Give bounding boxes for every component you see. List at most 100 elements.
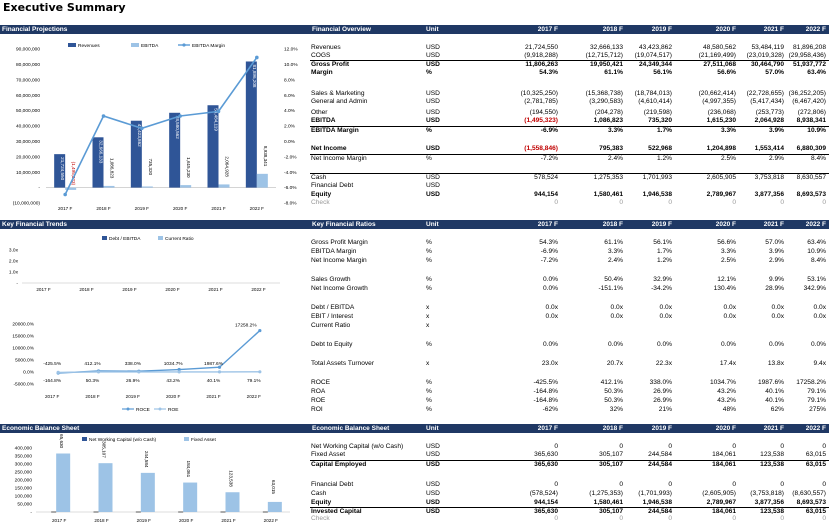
y-tick-label: 70,000,000 (16, 77, 40, 83)
legend-swatch (126, 407, 130, 411)
cell-value: 342.9% (803, 285, 826, 292)
legend-swatch (131, 43, 139, 47)
cell-value: 2.9% (768, 257, 784, 264)
row-label: Total Assets Turnover (311, 360, 375, 367)
cell-value: 0.0x (723, 304, 736, 311)
bar-revenues (54, 154, 66, 188)
table-row: Equity USD 944,154 1,580,461 1,946,538 2,789,… (310, 191, 829, 199)
row-unit: USD (426, 490, 440, 497)
year-header: 2018 F (602, 26, 623, 33)
y-tick-label: 150,000 (15, 486, 33, 492)
cell-value: 0 (732, 199, 736, 206)
cell-value: 26.9% (653, 397, 672, 404)
cell-value: 0 (668, 199, 672, 206)
y2-tick-label: 8.0% (284, 77, 296, 83)
row-unit: USD (426, 145, 440, 152)
bar-fixed-asset (98, 463, 113, 512)
cell-value: 0 (780, 515, 784, 522)
cell-value: (8,630,557) (792, 490, 826, 497)
cell-value: 0 (780, 443, 784, 450)
x-tick-label: 2020 F (166, 394, 180, 399)
cell-value: 32,666,133 (589, 44, 623, 51)
legend-swatch (158, 407, 162, 411)
cell-value: 10.9% (807, 248, 826, 255)
row-label: Sales Growth (311, 276, 351, 283)
data-label-roe: 50.3% (86, 378, 100, 384)
point-roe (258, 370, 262, 374)
row-unit: % (426, 69, 432, 76)
data-label-revenues: 48,580,562 (175, 116, 180, 139)
cell-value: 1987.6% (757, 379, 784, 386)
bar-fixed-asset (140, 472, 155, 512)
cell-value: 123,538 (760, 508, 784, 515)
cell-value: 3,753,818 (754, 174, 784, 181)
cell-value: 305,107 (599, 451, 623, 458)
cell-value: 244,584 (648, 508, 672, 515)
cell-value: -6.9% (540, 127, 558, 134)
cell-value: -7.2% (540, 155, 558, 162)
data-label-revenues: 21,724,550 (60, 157, 65, 180)
cell-value: 56.6% (717, 69, 736, 76)
data-label-fixed-asset: 184,061 (186, 461, 191, 478)
cell-value: 0.0% (542, 285, 558, 292)
table-row: Debt to Equity% 0.0% 0.0% 0.0% 0.0% 0.0% 0.0% (310, 341, 829, 349)
cell-value: 63.4% (807, 239, 826, 246)
y-tick-label: 10,000,000 (16, 170, 40, 176)
data-label-roe: 43.2% (166, 378, 180, 384)
row-unit: % (426, 276, 432, 283)
row-unit: % (426, 388, 432, 395)
table-row: Debt / EBITDA x 0.0x 0.0x 0.0x 0.0x 0.0x 0.0x (310, 304, 829, 312)
cell-value: (4,997,355) (702, 98, 736, 105)
cell-value: (3,290,583) (589, 98, 623, 105)
cell-value: 3,877,356 (754, 191, 784, 198)
cell-value: 8,630,557 (796, 174, 826, 181)
row-unit: % (426, 248, 432, 255)
cell-value: 0 (780, 199, 784, 206)
x-tick-label: 2020 F (173, 206, 187, 211)
row-label: Equity (311, 499, 332, 506)
data-label-revenues: 53,484,119 (214, 108, 219, 131)
table-row: EBITDA Margin% -6.9% 3.3% 1.7% 3.3% 3.9% 10.9% (310, 248, 829, 256)
cell-value: 53,484,119 (751, 44, 784, 51)
x-tick-label: 2020 F (179, 518, 193, 523)
row-unit: USD (426, 98, 440, 105)
cell-value: 28.9% (765, 285, 784, 292)
cell-value: 0 (732, 443, 736, 450)
cell-value: 0 (554, 481, 558, 488)
cell-value: (219,598) (643, 109, 672, 116)
cell-value: (19,074,517) (634, 52, 672, 59)
cell-value: 32% (609, 406, 623, 413)
cell-value: 130.4% (713, 285, 736, 292)
point-roe (96, 370, 101, 374)
cell-value: (1,558,846) (524, 145, 558, 152)
cell-value: 23.0x (541, 360, 558, 367)
cell-value: 1.2% (656, 257, 672, 264)
row-label: Sales & Marketing (311, 90, 365, 97)
row-unit: USD (426, 52, 440, 59)
row-unit: USD (426, 174, 440, 181)
cell-value: 0.0% (542, 276, 558, 283)
y-tick-label: 0.0% (23, 370, 35, 376)
cell-value: 0 (554, 443, 558, 450)
cell-value: 123,538 (760, 461, 784, 468)
row-label: Financial Debt (311, 481, 354, 488)
table-row: Current Ratio x (310, 322, 829, 330)
data-label-roce: 17258.2% (235, 323, 257, 329)
cell-value: 0.0x (659, 313, 672, 320)
bar-revenues (92, 137, 104, 188)
table-row: Other USD (194,550) (204,278) (219,598) (236,… (310, 109, 829, 117)
cell-value: 0.0% (656, 341, 672, 348)
table-row: Gross Profit Margin% 54.3% 61.1% 56.1% 56.6%… (310, 239, 829, 247)
cell-value: 8,938,341 (796, 117, 826, 124)
year-header: 2017 F (537, 425, 558, 432)
bar-revenues (130, 120, 142, 188)
row-label: Check (311, 515, 330, 522)
row-label: Debt to Equity (311, 341, 353, 348)
y2-tick-label: 10.0% (284, 62, 298, 68)
cell-value: 56.1% (653, 239, 672, 246)
row-label: Cash (311, 174, 327, 181)
x-tick-label: 2021 F (206, 394, 220, 399)
cell-value: 0.0x (813, 313, 826, 320)
cell-value: 0.0x (813, 304, 826, 311)
cell-value: 1.7% (656, 127, 672, 134)
